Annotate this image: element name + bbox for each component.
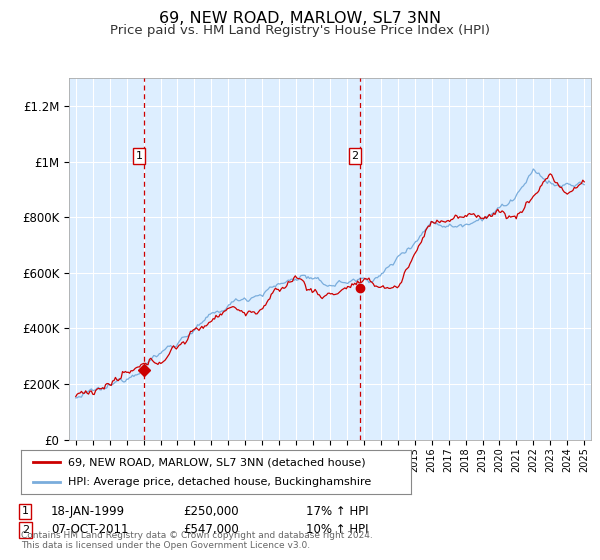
- Text: 2: 2: [352, 151, 358, 161]
- Text: HPI: Average price, detached house, Buckinghamshire: HPI: Average price, detached house, Buck…: [68, 477, 371, 487]
- Text: 69, NEW ROAD, MARLOW, SL7 3NN (detached house): 69, NEW ROAD, MARLOW, SL7 3NN (detached …: [68, 457, 365, 467]
- Text: 1: 1: [136, 151, 143, 161]
- Text: 69, NEW ROAD, MARLOW, SL7 3NN: 69, NEW ROAD, MARLOW, SL7 3NN: [159, 11, 441, 26]
- Text: £250,000: £250,000: [183, 505, 239, 518]
- Text: 18-JAN-1999: 18-JAN-1999: [51, 505, 125, 518]
- Text: 17% ↑ HPI: 17% ↑ HPI: [306, 505, 368, 518]
- Text: Price paid vs. HM Land Registry's House Price Index (HPI): Price paid vs. HM Land Registry's House …: [110, 24, 490, 36]
- Text: 10% ↑ HPI: 10% ↑ HPI: [306, 523, 368, 536]
- Text: 2: 2: [22, 525, 29, 535]
- Text: £547,000: £547,000: [183, 523, 239, 536]
- Text: Contains HM Land Registry data © Crown copyright and database right 2024.
This d: Contains HM Land Registry data © Crown c…: [21, 530, 373, 550]
- Text: 07-OCT-2011: 07-OCT-2011: [51, 523, 128, 536]
- Text: 1: 1: [22, 506, 29, 516]
